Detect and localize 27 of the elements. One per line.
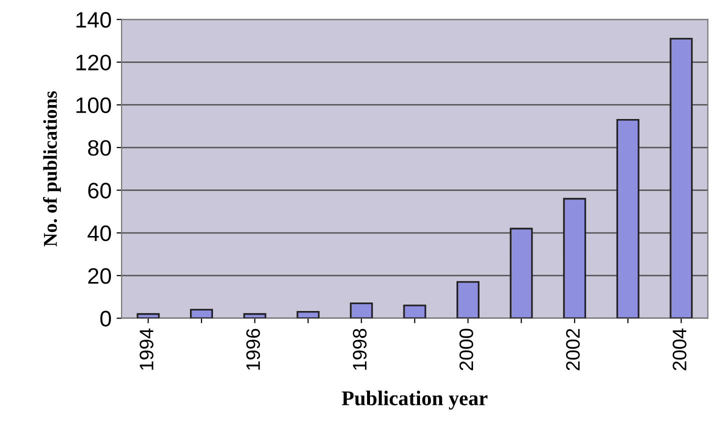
y-tick-label: 80 (88, 140, 111, 156)
y-tick-label: 60 (88, 182, 111, 198)
y-tick-label: 20 (88, 268, 111, 284)
bar (190, 308, 213, 318)
x-axis-title: Publication year (342, 390, 488, 410)
bar (243, 313, 266, 318)
bar (136, 313, 160, 318)
bar (616, 118, 640, 318)
y-tick-label: 120 (76, 54, 111, 70)
x-tick-label: 1994 (140, 328, 154, 370)
x-tick-label: 1996 (246, 328, 260, 370)
y-tick-label: 140 (76, 12, 111, 28)
x-tick-label: 1998 (352, 328, 367, 370)
bar (510, 228, 533, 318)
y-tick-label: 0 (100, 310, 111, 327)
bar (350, 302, 373, 318)
bar (563, 198, 586, 318)
y-tick-label: 40 (88, 225, 111, 242)
x-tick-label: 2000 (459, 328, 474, 370)
x-tick-label: 2002 (566, 328, 580, 370)
y-tick-label: 100 (76, 97, 111, 114)
y-axis-title: No. of publications (43, 91, 61, 247)
bar (296, 311, 320, 318)
bar (670, 38, 693, 318)
bar (403, 304, 426, 318)
x-tick-label: 2004 (672, 328, 686, 370)
bar (456, 281, 480, 318)
